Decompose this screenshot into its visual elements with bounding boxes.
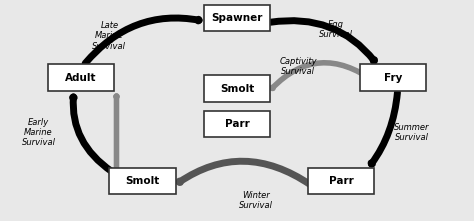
Text: Smolt: Smolt bbox=[125, 176, 160, 186]
FancyBboxPatch shape bbox=[308, 168, 374, 194]
Text: Early
Marine
Survival: Early Marine Survival bbox=[21, 118, 55, 147]
FancyBboxPatch shape bbox=[204, 110, 270, 137]
Text: Late
Marine
Survival: Late Marine Survival bbox=[92, 21, 127, 51]
FancyBboxPatch shape bbox=[204, 5, 270, 31]
Text: Smolt: Smolt bbox=[220, 84, 254, 93]
Text: Captivity
Survival: Captivity Survival bbox=[280, 57, 317, 76]
Text: Fry: Fry bbox=[384, 72, 402, 83]
Text: Summer
Survival: Summer Survival bbox=[394, 123, 429, 142]
FancyBboxPatch shape bbox=[109, 168, 175, 194]
Text: Spawner: Spawner bbox=[211, 13, 263, 23]
FancyBboxPatch shape bbox=[360, 64, 426, 91]
Text: Parr: Parr bbox=[328, 176, 353, 186]
FancyBboxPatch shape bbox=[204, 75, 270, 102]
Text: Winter
Survival: Winter Survival bbox=[239, 191, 273, 210]
Text: Adult: Adult bbox=[65, 72, 97, 83]
FancyBboxPatch shape bbox=[48, 64, 114, 91]
Text: Parr: Parr bbox=[225, 119, 249, 129]
Text: Egg
Survival: Egg Survival bbox=[319, 19, 353, 39]
